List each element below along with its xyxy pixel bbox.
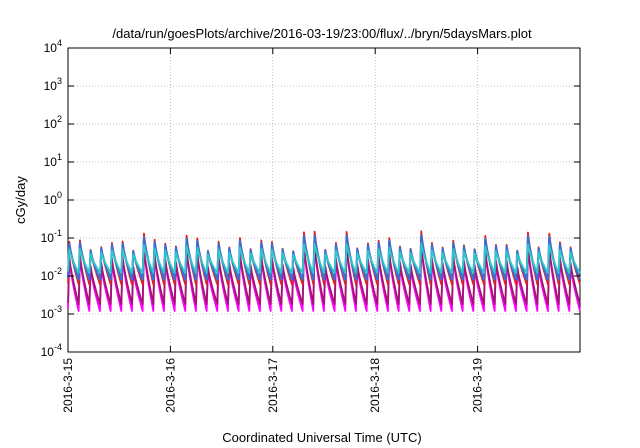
x-tick-label: 2016-3-19	[471, 358, 485, 413]
chart-title: /data/run/goesPlots/archive/2016-03-19/2…	[112, 26, 532, 41]
x-tick-label: 2016-3-18	[368, 358, 382, 413]
series-line	[67, 245, 581, 312]
x-tick-label: 2016-3-16	[163, 358, 177, 413]
y-axis-label: cGy/day	[13, 176, 28, 224]
y-tick-label: 10-1	[41, 228, 62, 245]
x-tick-label: 2016-3-17	[266, 358, 280, 413]
x-tick-label: 2016-3-15	[61, 358, 75, 413]
y-tick-label: 101	[44, 152, 62, 169]
y-tick-label: 102	[44, 114, 62, 131]
y-tick-label: 104	[44, 38, 62, 55]
plot-area	[66, 47, 582, 353]
x-tick-labels: 2016-3-15 2016-3-16 2016-3-17 2016-3-18 2016…	[61, 358, 485, 413]
x-axis-label: Coordinated Universal Time (UTC)	[222, 430, 421, 445]
y-tick-label: 103	[44, 76, 62, 93]
y-tick-labels: 10-4 10-3 10-2 10-1 100 101 102 103 104	[41, 38, 62, 359]
ticks	[67, 47, 580, 353]
y-tick-label: 10-4	[41, 342, 62, 359]
series-line	[67, 244, 581, 306]
y-tick-label: 10-3	[41, 304, 62, 321]
series-line	[67, 242, 581, 274]
y-tick-label: 10-2	[41, 266, 62, 283]
y-tick-label: 100	[44, 190, 62, 207]
series-line	[66, 234, 582, 281]
series-group	[66, 230, 582, 312]
series-line	[67, 230, 581, 286]
